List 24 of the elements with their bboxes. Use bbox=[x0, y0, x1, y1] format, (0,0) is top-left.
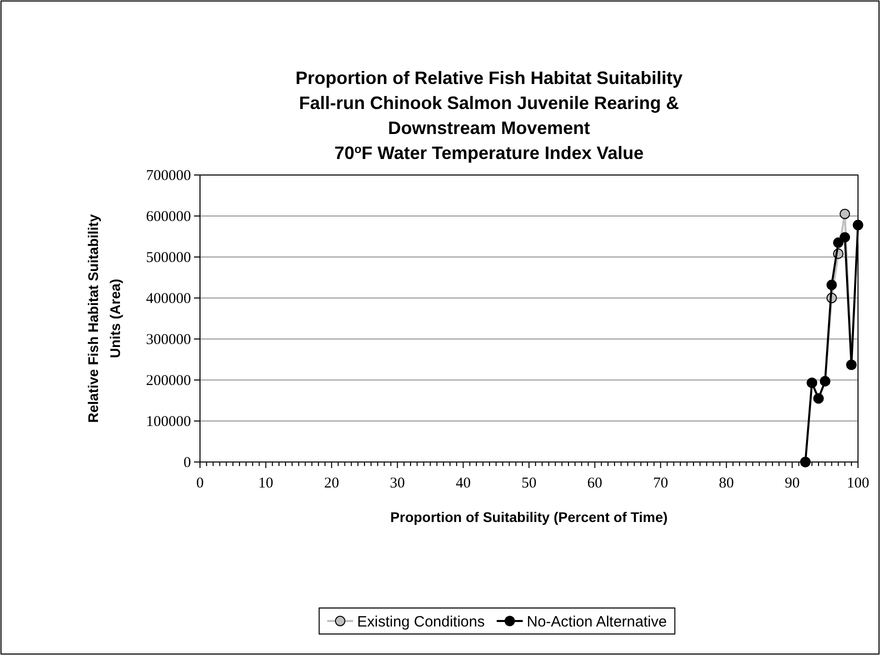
x-tick-label: 40 bbox=[456, 476, 471, 492]
y-tick-label: 700000 bbox=[146, 168, 191, 184]
x-tick-label: 70 bbox=[653, 476, 668, 492]
y-tick-label: 600000 bbox=[146, 208, 191, 225]
y-axis-title: Relative Fish Habitat Suitability Units (Area) bbox=[85, 214, 123, 423]
x-tick-label: 80 bbox=[718, 476, 734, 492]
x-tick-label: 60 bbox=[587, 476, 602, 492]
y-tick-label: 0 bbox=[184, 454, 191, 471]
x-axis-title: Proportion of Suitability (Percent of Time) bbox=[390, 509, 668, 525]
y-tick-label: 500000 bbox=[146, 250, 191, 266]
x-tick-label: 20 bbox=[324, 476, 340, 492]
x-tick-label: 0 bbox=[196, 476, 204, 492]
x-tick-label: 30 bbox=[390, 476, 405, 492]
y-tick-label: 200000 bbox=[146, 372, 191, 389]
legend-label: No-Action Alternative bbox=[526, 613, 667, 630]
y-tick-label: 300000 bbox=[146, 332, 191, 348]
legend-label: Existing Conditions bbox=[357, 613, 485, 630]
x-tick-label: 90 bbox=[784, 476, 800, 492]
x-tick-label: 100 bbox=[846, 476, 870, 492]
chart-title: Proportion of Relative Fish Habitat Suitability Fall-run Chinook Salmon Juvenile Rearing & Downstream Movement 70$^{o}$F Water Temperature Index Value bbox=[295, 68, 683, 163]
x-tick-label: 50 bbox=[522, 476, 536, 492]
x-tick-label: 10 bbox=[258, 476, 274, 492]
y-tick-label: 400000 bbox=[146, 290, 191, 307]
y-tick-label: 100000 bbox=[146, 414, 191, 430]
